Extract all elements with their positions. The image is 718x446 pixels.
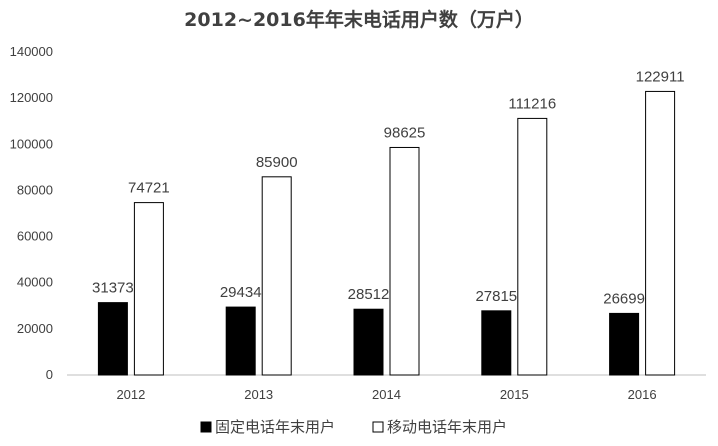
data-label: 98625	[384, 124, 426, 141]
data-label: 74721	[128, 180, 170, 197]
bar-mobile-2016	[645, 90, 676, 376]
data-label: 27815	[475, 288, 517, 305]
x-axis: 2012 2013 2014 2015 2016	[116, 387, 656, 402]
legend-swatch-fixed	[200, 421, 212, 433]
y-tick-label: 40000	[17, 275, 53, 290]
x-tick-label: 2014	[372, 387, 401, 402]
bar-fixed-2012	[97, 302, 128, 376]
bars: 31373 74721 29434 85900 28512 98625 27815 11121…	[92, 68, 685, 376]
data-label: 85900	[256, 154, 298, 171]
data-label: 26699	[603, 290, 645, 307]
y-tick-label: 80000	[17, 182, 53, 197]
bar-fixed-2016	[609, 312, 640, 376]
x-tick-label: 2016	[628, 387, 657, 402]
y-tick-label: 140000	[10, 44, 53, 59]
legend: 固定电话年末用户 移动电话年末用户	[200, 418, 507, 436]
bar-mobile-2015	[517, 117, 548, 376]
x-tick-label: 2013	[244, 387, 273, 402]
data-label: 122911	[636, 68, 685, 85]
bar-mobile-2013	[261, 176, 292, 376]
y-tick-label: 0	[46, 367, 53, 382]
bar-fixed-2013	[225, 306, 256, 376]
y-tick-label: 100000	[10, 136, 53, 151]
y-axis: 0 20000 40000 60000 80000 100000 120000 140000	[10, 44, 53, 382]
bar-fixed-2015	[481, 310, 512, 376]
bar-mobile-2014	[389, 146, 420, 376]
chart-title: 2012~2016年年末电话用户数（万户）	[184, 8, 534, 31]
bar-fixed-2014	[353, 308, 384, 376]
legend-swatch-mobile	[372, 421, 384, 433]
x-tick-label: 2012	[116, 387, 145, 402]
data-label: 29434	[220, 284, 262, 301]
y-tick-label: 60000	[17, 229, 53, 244]
data-label: 111216	[508, 95, 556, 112]
y-tick-label: 20000	[17, 321, 53, 336]
legend-label-mobile: 移动电话年末用户	[387, 418, 507, 436]
x-tick-label: 2015	[500, 387, 529, 402]
legend-label-fixed: 固定电话年末用户	[215, 418, 335, 436]
y-tick-label: 120000	[10, 90, 53, 105]
data-label: 28512	[348, 286, 390, 303]
bar-mobile-2012	[133, 202, 164, 376]
data-label: 31373	[92, 280, 134, 297]
